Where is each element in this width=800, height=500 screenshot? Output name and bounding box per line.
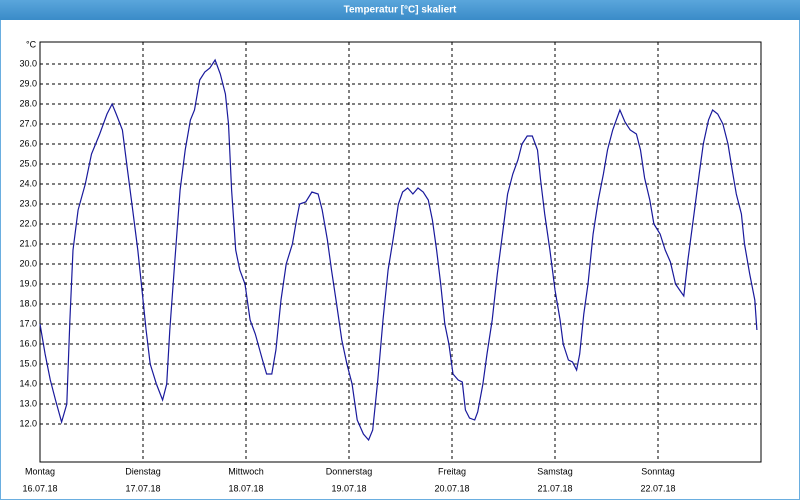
y-tick-label: 23.0 bbox=[19, 198, 37, 208]
y-tick-label: 15.0 bbox=[19, 358, 37, 368]
x-tick-label: Montag bbox=[25, 466, 55, 476]
x-tick-label: Mittwoch bbox=[228, 466, 264, 476]
y-tick-label: 28.0 bbox=[19, 98, 37, 108]
y-tick-label: 25.0 bbox=[19, 158, 37, 168]
y-tick-label: 21.0 bbox=[19, 238, 37, 248]
temperature-line bbox=[39, 58, 758, 442]
x-tick-label: Donnerstag bbox=[326, 466, 373, 476]
plot-frame bbox=[39, 41, 762, 463]
x-tick-date: 17.07.18 bbox=[125, 483, 160, 493]
y-tick-label: 29.0 bbox=[19, 78, 37, 88]
chart-title: Temperatur [°C] skaliert bbox=[344, 5, 457, 16]
y-tick-label: 19.0 bbox=[19, 278, 37, 288]
x-tick-label: Samstag bbox=[537, 466, 573, 476]
x-tick-date: 16.07.18 bbox=[22, 483, 57, 493]
x-tick-label: Sonntag bbox=[641, 466, 675, 476]
x-tick-date: 19.07.18 bbox=[331, 483, 366, 493]
x-tick-label: Freitag bbox=[438, 466, 466, 476]
y-tick-label: 12.0 bbox=[19, 418, 37, 428]
y-tick-label: 17.0 bbox=[19, 318, 37, 328]
y-tick-label: 22.0 bbox=[19, 218, 37, 228]
x-tick-date: 20.07.18 bbox=[434, 483, 469, 493]
x-tick-label: Dienstag bbox=[125, 466, 161, 476]
y-tick-label: 30.0 bbox=[19, 58, 37, 68]
y-tick-label: 20.0 bbox=[19, 258, 37, 268]
y-axis-label: °C bbox=[26, 39, 37, 49]
y-tick-label: 18.0 bbox=[19, 298, 37, 308]
title-bar bbox=[0, 0, 800, 20]
x-tick-date: 18.07.18 bbox=[228, 483, 263, 493]
y-tick-label: 13.0 bbox=[19, 398, 37, 408]
x-tick-date: 22.07.18 bbox=[640, 483, 675, 493]
y-tick-label: 16.0 bbox=[19, 338, 37, 348]
y-tick-label: 27.0 bbox=[19, 118, 37, 128]
y-tick-label: 26.0 bbox=[19, 138, 37, 148]
y-tick-label: 14.0 bbox=[19, 378, 37, 388]
y-tick-label: 24.0 bbox=[19, 178, 37, 188]
x-tick-date: 21.07.18 bbox=[537, 483, 572, 493]
